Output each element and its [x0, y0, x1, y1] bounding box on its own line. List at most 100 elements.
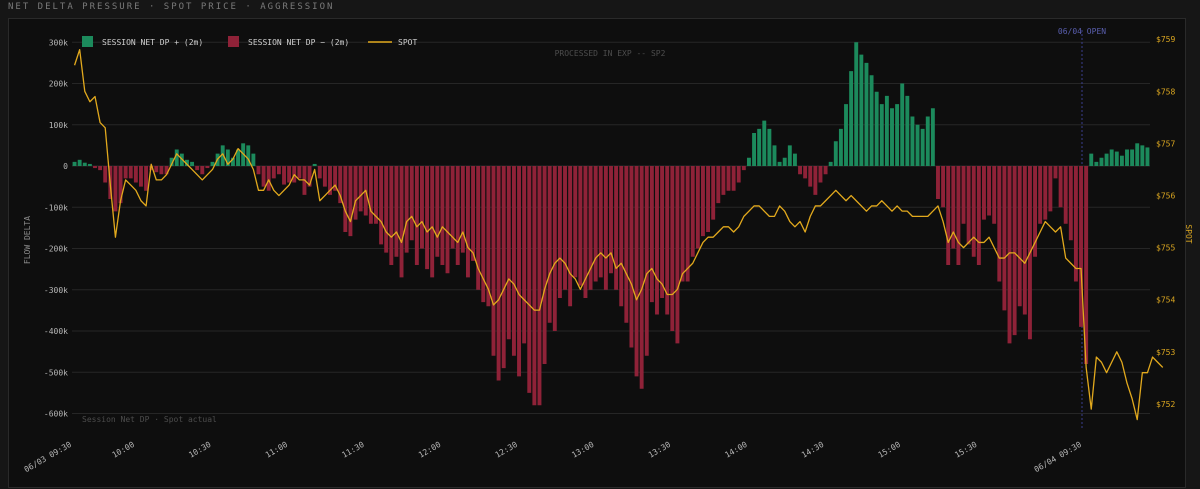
flow-bar: [368, 166, 373, 224]
flow-bar: [266, 166, 271, 191]
flow-bar: [450, 166, 455, 249]
flow-bar: [1104, 153, 1109, 166]
flow-bar: [297, 166, 302, 179]
flow-bar: [746, 157, 751, 166]
flow-bar: [276, 166, 281, 175]
flow-bar: [1038, 166, 1043, 224]
flow-bar: [113, 166, 118, 212]
y2-tick-label: $752: [1156, 400, 1175, 409]
flow-bar: [757, 128, 762, 166]
flow-bar: [1068, 166, 1073, 241]
y2-tick-label: $755: [1156, 244, 1175, 253]
flow-bar: [736, 166, 741, 183]
flow-bar: [333, 166, 338, 191]
legend-swatch-pos: [82, 36, 93, 47]
flow-bar: [118, 166, 123, 204]
flow-bar: [813, 166, 818, 195]
flow-bar: [1022, 166, 1027, 315]
y2-tick-label: $756: [1156, 192, 1175, 201]
flow-bar: [496, 166, 501, 381]
flow-bar: [614, 166, 619, 290]
legend-label-spot: SPOT: [398, 38, 417, 47]
flow-bar: [603, 166, 608, 290]
flow-bar: [731, 166, 736, 191]
flow-bar: [210, 161, 215, 166]
flow-bar: [925, 116, 930, 166]
x-tick-label: 11:00: [264, 440, 290, 460]
flow-bar: [358, 166, 363, 212]
flow-bar: [384, 166, 389, 253]
flow-bar: [103, 166, 108, 183]
flow-bar: [1094, 161, 1099, 166]
flow-bar: [563, 166, 567, 290]
flow-bar: [680, 166, 685, 282]
flow-bar: [1043, 166, 1048, 220]
flow-bar: [961, 166, 966, 224]
flow-bar: [971, 166, 976, 257]
flow-bar: [557, 166, 562, 298]
flow-bar: [251, 153, 256, 166]
flow-bar: [982, 166, 986, 220]
flow-bar: [987, 166, 992, 216]
y-tick-label: -500k: [44, 368, 68, 377]
flow-bar: [328, 166, 332, 195]
flow-bar: [271, 166, 276, 179]
flow-bar: [72, 161, 77, 166]
flow-bar: [261, 166, 266, 187]
flow-bar: [905, 95, 910, 166]
y-tick-label: 100k: [49, 121, 68, 130]
flow-bar: [465, 166, 470, 278]
flow-bar: [440, 166, 445, 265]
x-tick-label: 10:30: [187, 440, 213, 460]
flow-bar: [1063, 166, 1068, 224]
flow-bar: [782, 157, 787, 166]
flow-bar: [532, 166, 537, 406]
x-tick-label: 15:00: [877, 440, 903, 460]
flow-bar: [644, 166, 649, 356]
flow-bar: [77, 159, 82, 166]
flow-bar: [190, 161, 195, 166]
flow-bar: [1084, 166, 1089, 364]
flow-bar: [164, 166, 169, 175]
flow-bar: [93, 166, 97, 169]
flow-bar: [777, 161, 782, 166]
flow-bar: [670, 166, 675, 331]
flow-bar: [527, 166, 532, 393]
flow-bar: [420, 166, 424, 249]
flow-bar: [169, 157, 174, 166]
flow-bar: [588, 166, 593, 290]
flow-bar: [941, 166, 946, 208]
flow-bar: [1048, 166, 1053, 212]
flow-bar: [435, 166, 440, 257]
y-axis-title: FLOW DELTA: [23, 216, 32, 264]
flow-bar: [936, 166, 940, 199]
y2-tick-label: $759: [1156, 35, 1175, 44]
flow-bar: [890, 108, 894, 166]
flow-bar: [230, 157, 235, 166]
flow-bar: [869, 75, 874, 166]
footer-note: Session Net DP · Spot actual: [82, 415, 217, 424]
flow-bar: [174, 149, 179, 166]
flow-bar: [1114, 151, 1119, 166]
y-tick-label: 300k: [49, 38, 68, 47]
flow-bar: [1140, 145, 1145, 166]
processed-note: PROCESSED IN EXP -- SP2: [555, 49, 666, 58]
flow-bar: [639, 166, 644, 389]
y-tick-label: -100k: [44, 203, 68, 212]
flow-bar: [838, 128, 843, 166]
flow-bar: [547, 166, 552, 323]
x-tick-label: 14:30: [800, 440, 826, 460]
y-tick-label: -600k: [44, 410, 68, 419]
flow-bar: [900, 83, 905, 166]
y2-tick-label: $757: [1156, 139, 1175, 148]
flow-bar: [552, 166, 557, 331]
flow-bar: [854, 42, 859, 166]
flow-bar: [874, 91, 879, 166]
y2-tick-label: $758: [1156, 87, 1175, 96]
flow-bar: [767, 128, 772, 166]
flow-bar: [634, 166, 639, 377]
flow-bar: [184, 159, 189, 166]
flow-bar: [792, 153, 797, 166]
y-tick-label: -200k: [44, 245, 68, 254]
flow-bar: [460, 166, 465, 253]
